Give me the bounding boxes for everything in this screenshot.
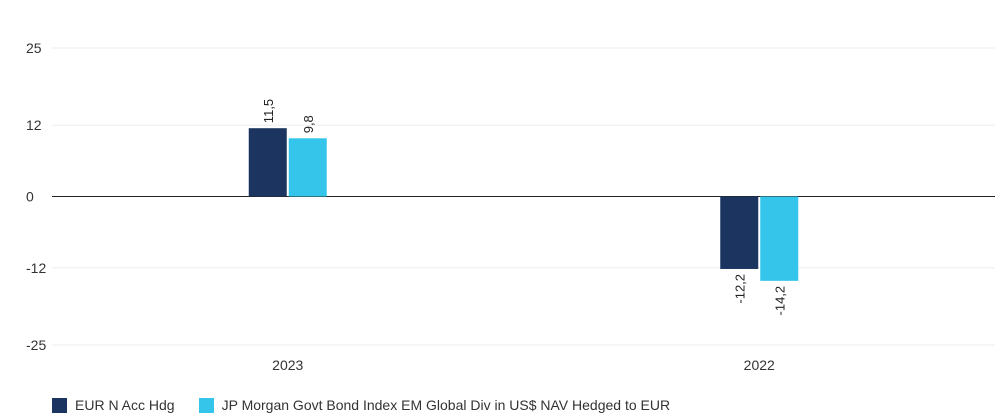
- y-tick-label: 12: [26, 117, 42, 133]
- legend-item-series-2: JP Morgan Govt Bond Index EM Global Div …: [198, 397, 671, 413]
- bar-2023-series-2: [288, 138, 327, 197]
- legend-item-series-1: EUR N Acc Hdg: [52, 397, 175, 413]
- legend-swatch-series-1: [52, 397, 67, 413]
- data-label: 11,5: [261, 99, 276, 123]
- y-tick-label: 0: [26, 189, 34, 205]
- data-label: 9,8: [301, 115, 316, 133]
- legend-label-series-1: EUR N Acc Hdg: [75, 397, 175, 413]
- data-label: -14,2: [772, 286, 787, 316]
- y-tick-label: 25: [26, 40, 42, 56]
- legend-swatch-series-2: [198, 397, 214, 413]
- data-label: -12,2: [732, 274, 747, 304]
- bar-2023-series-1: [248, 128, 287, 197]
- x-tick-label: 2022: [744, 357, 775, 373]
- bar-2022-series-2: [760, 196, 799, 281]
- legend: EUR N Acc Hdg JP Morgan Govt Bond Index …: [52, 397, 694, 413]
- y-tick-label: -12: [26, 260, 46, 276]
- y-tick-label: -25: [26, 337, 46, 353]
- legend-label-series-2: JP Morgan Govt Bond Index EM Global Div …: [221, 397, 671, 413]
- bar-chart: 25 12 0 -12 -25 11,5 9,8 2023 -12,2 -14,2 2022: [26, 40, 995, 373]
- x-tick-label: 2023: [272, 357, 303, 373]
- bar-2022-series-1: [720, 196, 759, 269]
